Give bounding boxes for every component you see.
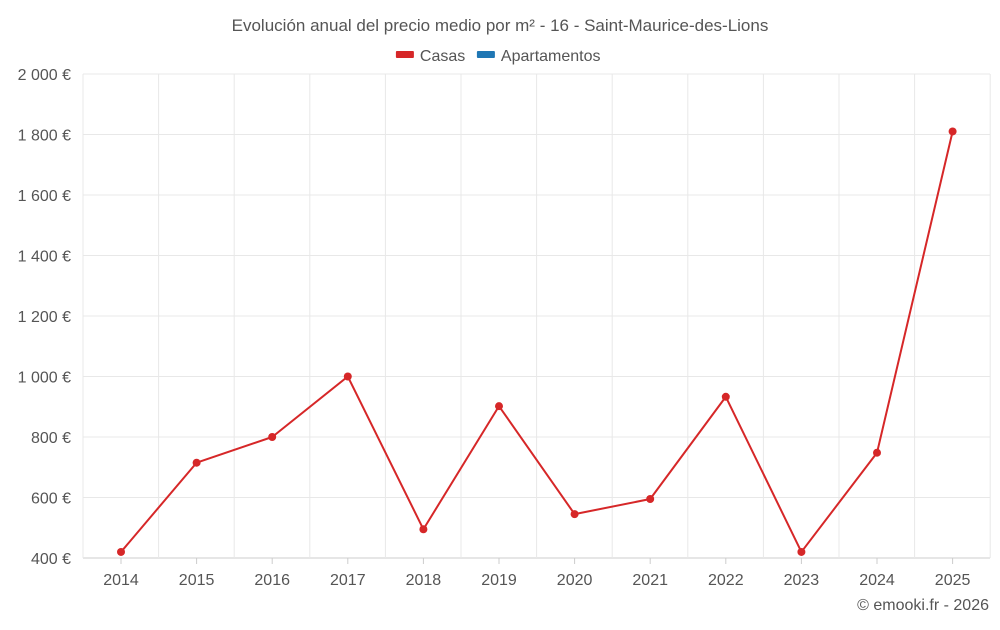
data-point [721,392,730,401]
x-tick-label: 2020 [557,572,593,589]
series-line-casas [120,131,954,553]
legend: Casas Apartamentos [395,48,601,65]
x-tick-label: 2021 [632,572,668,589]
x-tick-label: 2024 [859,572,895,589]
series-layer [117,127,957,556]
y-tick-label: 1 200 € [18,309,71,326]
x-tick-label: 2016 [254,572,290,589]
chart-title: Evolución anual del precio medio por m² … [232,16,769,35]
y-tick-label: 1 000 € [18,370,71,387]
data-point [495,402,503,411]
data-point [192,458,201,467]
y-tick-label: 1 600 € [18,188,71,205]
legend-label-apartamentos: Apartamentos [501,48,601,65]
y-tick-label: 1 400 € [18,249,71,266]
data-point [948,127,957,136]
data-point [570,510,579,519]
y-tick-label: 800 € [31,430,71,447]
y-tick-label: 400 € [31,551,71,568]
credit-text: © emooki.fr - 2026 [857,597,989,614]
data-point [646,495,655,504]
y-axis: 400 € 600 € 800 € 1 000 € 1 200 € 1 400 € 1 60… [18,67,71,568]
x-tick-label: 2017 [330,572,366,589]
data-point [419,525,428,534]
y-tick-label: 1 800 € [18,128,71,145]
y-tick-label: 600 € [31,491,71,508]
grid-lines [82,73,991,559]
x-tick-label: 2025 [935,572,971,589]
x-tick-label: 2015 [179,572,215,589]
data-point [797,547,806,556]
data-point [117,547,125,556]
legend-swatch-apartamentos [476,51,495,58]
legend-swatch-casas [395,51,414,58]
x-tick-label: 2019 [481,572,517,589]
data-point [268,433,277,441]
data-point [873,448,881,457]
data-point [343,372,352,381]
x-axis: 2014 2015 2016 2017 2018 2019 2020 2021 2022 2023… [103,558,970,589]
y-tick-label: 2 000 € [18,67,71,84]
x-tick-label: 2018 [406,572,442,589]
x-tick-label: 2022 [708,572,744,589]
x-tick-label: 2023 [784,572,820,589]
legend-label-casas: Casas [420,48,465,65]
x-tick-label: 2014 [103,572,139,589]
